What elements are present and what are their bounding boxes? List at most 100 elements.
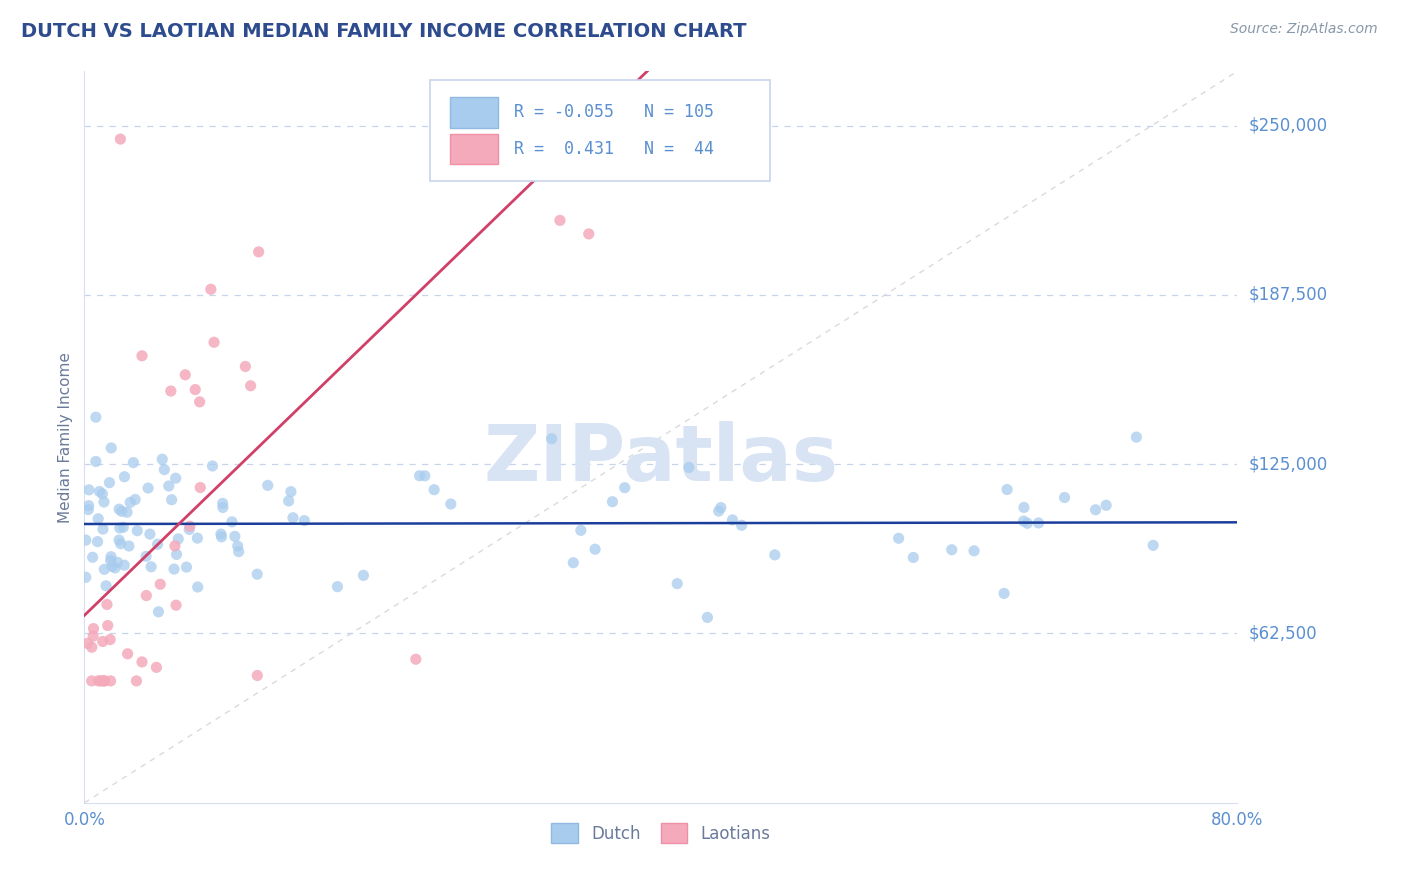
Point: [163, 539, 186, 553]
Point: [108, 521, 131, 535]
Point: [246, 668, 269, 682]
Point: [146, 537, 169, 551]
Point: [110, 132, 132, 146]
Point: [211, 496, 233, 510]
Point: [246, 567, 269, 582]
Point: [93, 673, 115, 688]
Point: [80, 640, 103, 655]
Point: [326, 580, 349, 594]
Point: [186, 531, 208, 545]
Point: [602, 494, 624, 508]
Legend: Dutch, Laotians: Dutch, Laotians: [544, 817, 778, 849]
Point: [1028, 516, 1050, 530]
Point: [75, 570, 97, 584]
Point: [887, 531, 910, 545]
Point: [89, 673, 111, 688]
FancyBboxPatch shape: [450, 97, 498, 128]
Point: [131, 655, 153, 669]
Point: [98, 632, 121, 647]
Point: [117, 647, 139, 661]
Point: [127, 524, 149, 538]
Point: [104, 561, 127, 575]
Point: [721, 513, 744, 527]
Point: [941, 542, 963, 557]
Point: [108, 533, 131, 547]
Point: [211, 530, 233, 544]
Point: [281, 510, 304, 524]
Point: [165, 471, 187, 485]
Point: [730, 518, 752, 533]
Point: [108, 502, 131, 516]
Point: [76, 636, 98, 650]
Point: [91, 522, 114, 536]
Point: [277, 494, 299, 508]
Point: [122, 456, 145, 470]
Point: [157, 479, 180, 493]
Point: [578, 227, 600, 241]
Point: [995, 483, 1018, 497]
Point: [187, 580, 209, 594]
Point: [423, 483, 446, 497]
Point: [226, 539, 249, 553]
Point: [166, 548, 188, 562]
Point: [444, 105, 467, 120]
Point: [188, 395, 211, 409]
Point: [446, 105, 468, 120]
Point: [174, 368, 197, 382]
Point: [413, 468, 436, 483]
Point: [179, 519, 201, 533]
Point: [112, 520, 135, 534]
Point: [993, 586, 1015, 600]
Point: [202, 335, 225, 350]
Point: [352, 568, 374, 582]
Point: [963, 544, 986, 558]
Point: [84, 410, 107, 425]
Point: [153, 462, 176, 476]
Point: [86, 534, 108, 549]
Point: [209, 527, 232, 541]
Point: [150, 452, 173, 467]
Point: [112, 558, 135, 573]
Point: [77, 502, 100, 516]
Point: [224, 529, 246, 543]
Point: [903, 550, 925, 565]
Text: ZIPatlas: ZIPatlas: [484, 421, 838, 497]
Point: [125, 673, 148, 688]
Point: [292, 514, 315, 528]
Point: [131, 349, 153, 363]
Point: [77, 483, 100, 497]
Point: [100, 673, 122, 688]
Point: [583, 542, 606, 557]
Point: [1142, 538, 1164, 552]
Point: [135, 589, 157, 603]
Point: [124, 492, 146, 507]
Point: [235, 359, 257, 374]
Point: [212, 500, 235, 515]
Point: [96, 598, 118, 612]
Point: [247, 244, 270, 259]
Text: DUTCH VS LAOTIAN MEDIAN FAMILY INCOME CORRELATION CHART: DUTCH VS LAOTIAN MEDIAN FAMILY INCOME CO…: [21, 22, 747, 41]
Point: [540, 432, 562, 446]
Point: [98, 475, 121, 490]
Point: [100, 549, 122, 564]
Point: [239, 378, 262, 392]
Point: [569, 524, 592, 538]
Point: [114, 469, 136, 483]
Point: [188, 481, 211, 495]
Point: [165, 598, 187, 612]
Point: [1017, 516, 1039, 531]
Point: [696, 610, 718, 624]
Point: [1095, 498, 1118, 512]
Text: $250,000: $250,000: [1249, 117, 1327, 135]
Point: [91, 673, 114, 688]
Point: [101, 559, 124, 574]
Text: Source: ZipAtlas.com: Source: ZipAtlas.com: [1230, 22, 1378, 37]
Text: $125,000: $125,000: [1249, 455, 1327, 473]
Point: [678, 460, 700, 475]
Point: [256, 478, 278, 492]
Point: [136, 481, 159, 495]
Point: [91, 487, 114, 501]
Point: [179, 523, 201, 537]
Y-axis label: Median Family Income: Median Family Income: [58, 351, 73, 523]
Text: $62,500: $62,500: [1249, 624, 1317, 642]
